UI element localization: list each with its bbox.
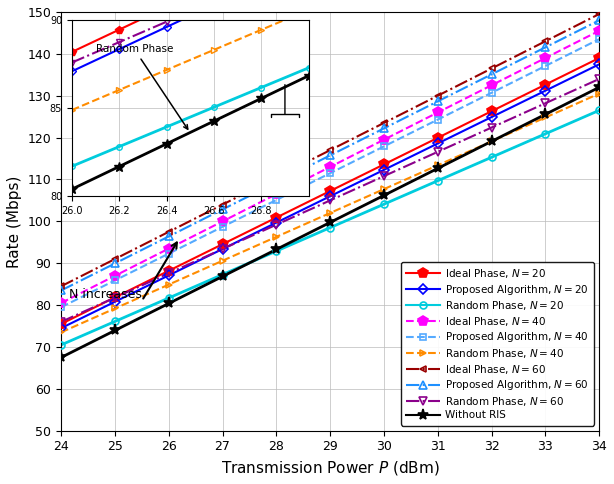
X-axis label: Transmission Power $P$ (dBm): Transmission Power $P$ (dBm)	[221, 459, 440, 477]
Text: N increases: N increases	[69, 288, 142, 301]
Legend: Ideal Phase, $N = 20$, Proposed Algorithm, $N = 20$, Random Phase, $N = 20$, Ide: Ideal Phase, $N = 20$, Proposed Algorith…	[401, 262, 594, 425]
Y-axis label: Rate (Mbps): Rate (Mbps)	[7, 175, 22, 268]
